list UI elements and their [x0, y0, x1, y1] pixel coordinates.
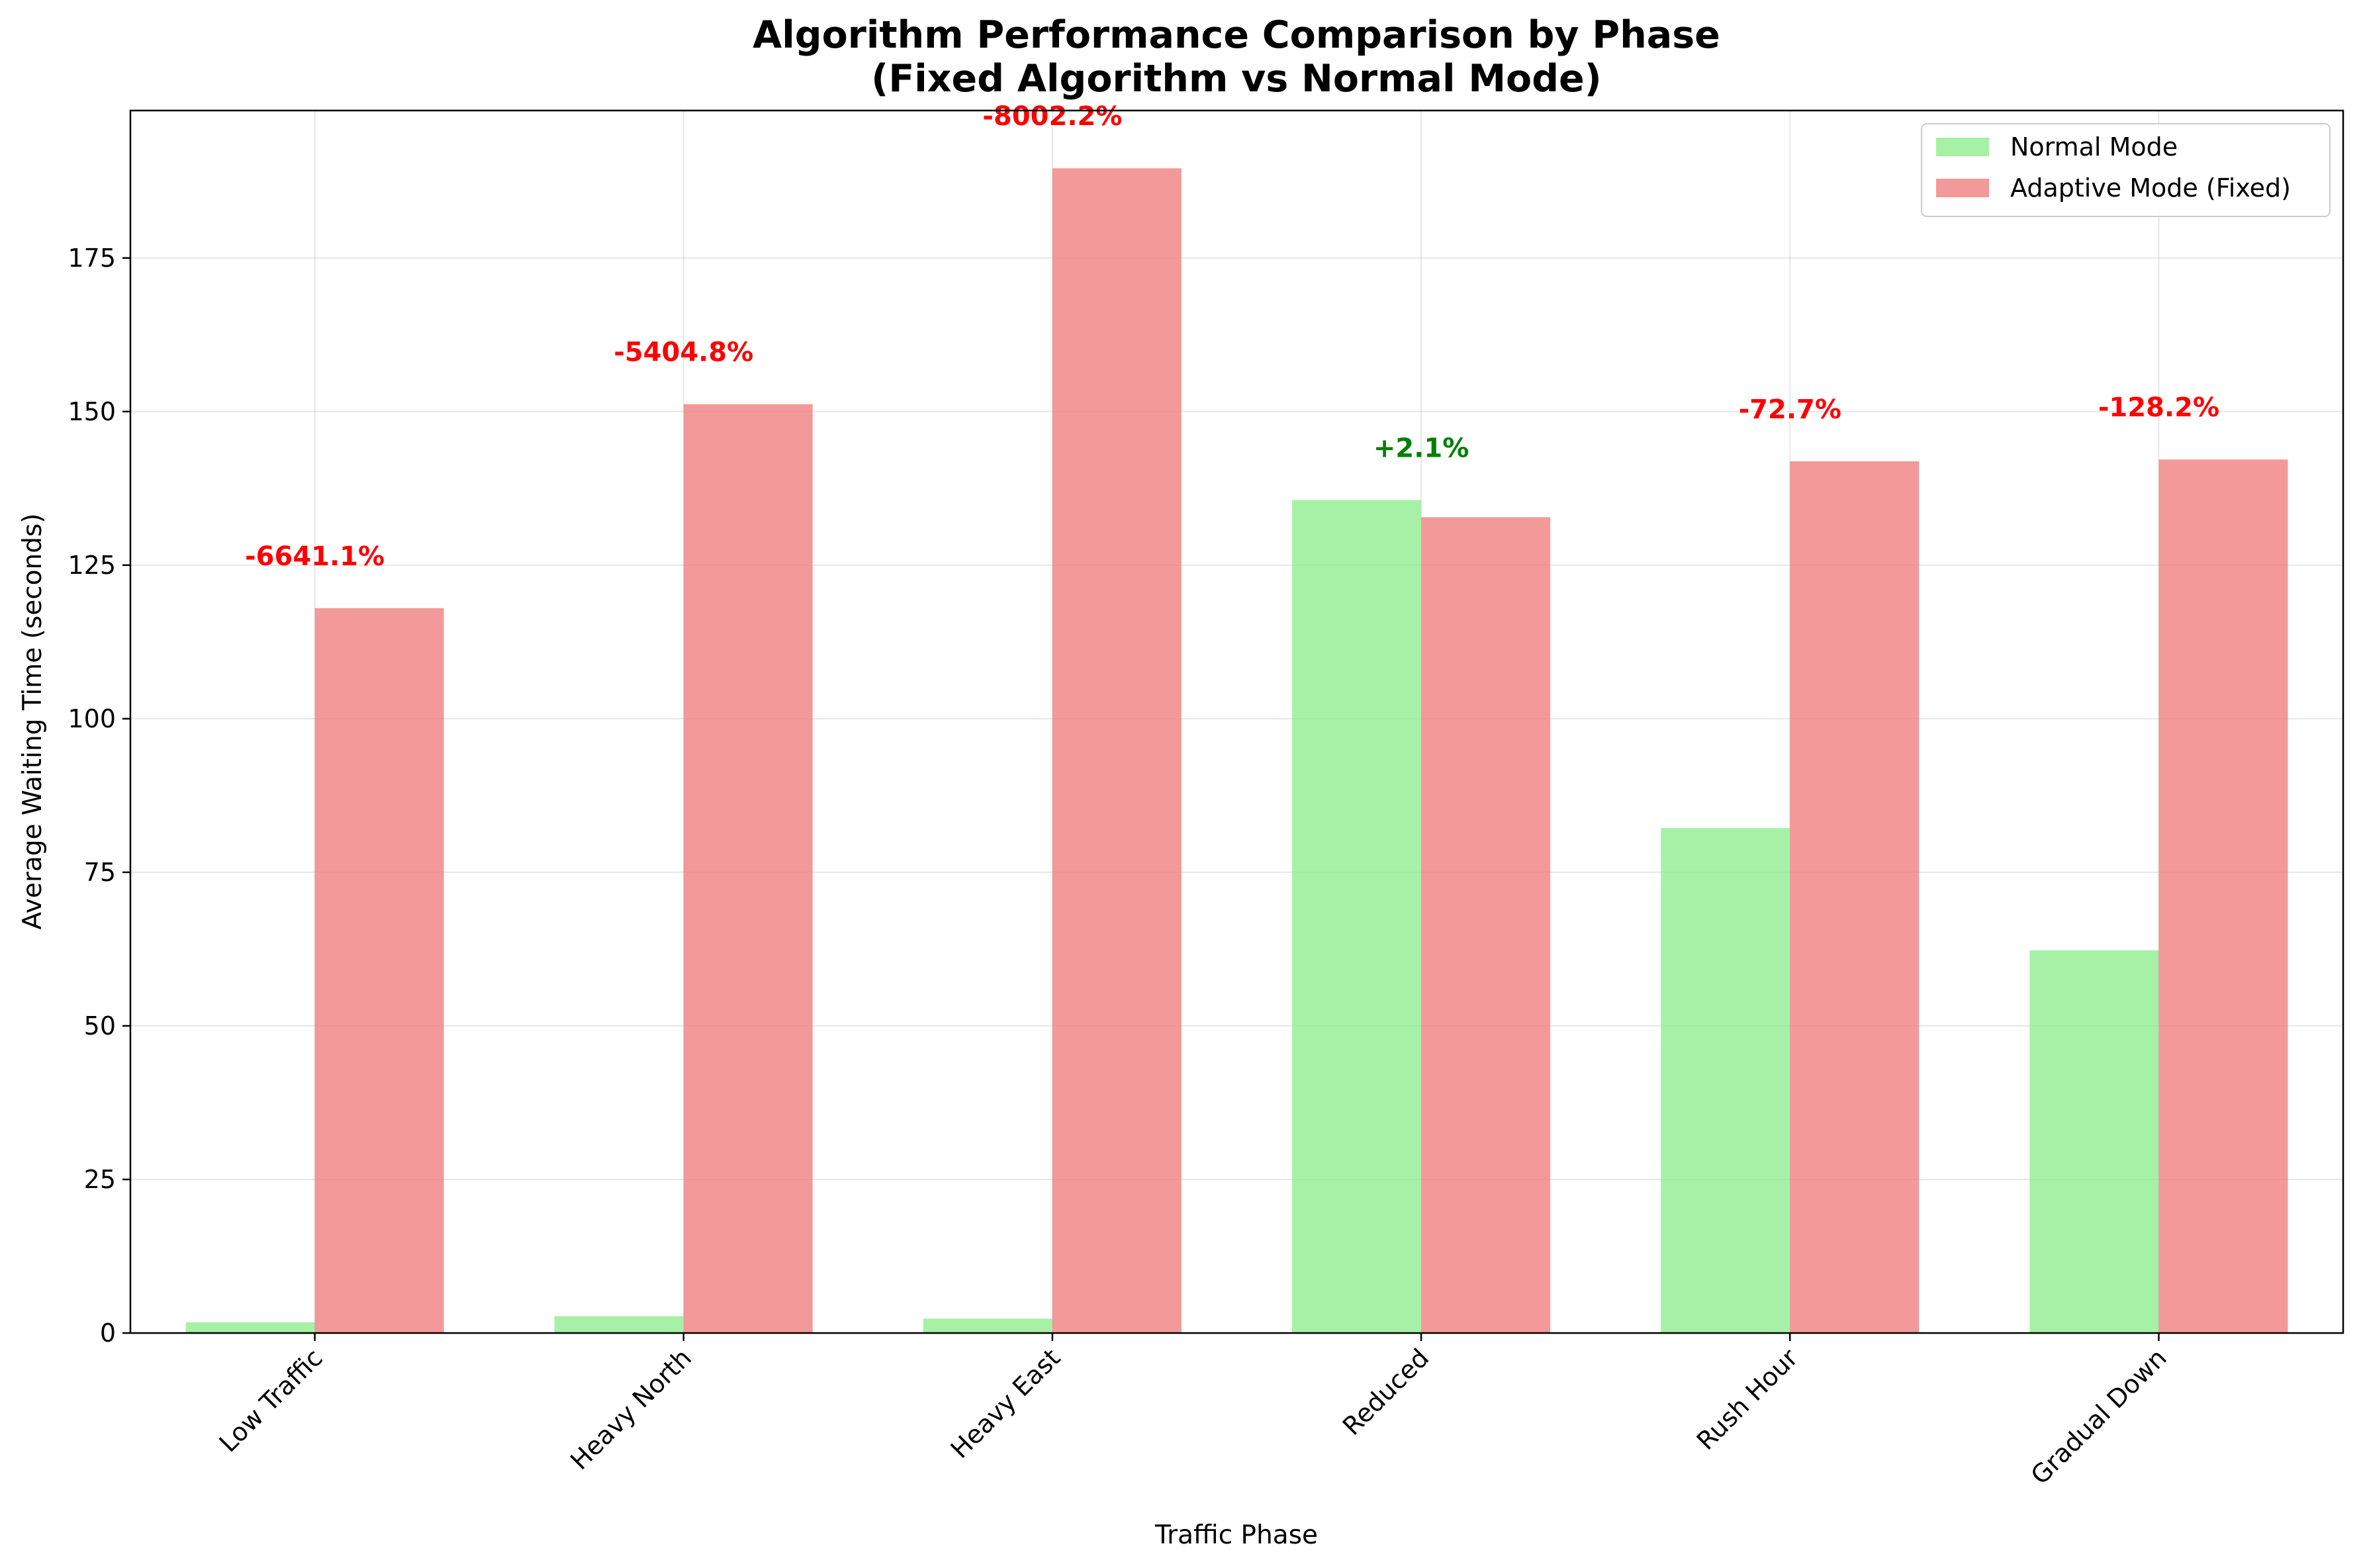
- y-tick-label: 150: [68, 397, 116, 426]
- legend: Normal Mode Adaptive Mode (Fixed): [1921, 123, 2331, 217]
- bar-normal-mode: [554, 1316, 684, 1333]
- bar-adaptive-mode: [1052, 168, 1182, 1333]
- chart-title: Algorithm Performance Comparison by Phas…: [753, 13, 1720, 57]
- x-tick-label: Reduced: [1337, 1343, 1435, 1441]
- grid-lines: [130, 111, 2343, 1334]
- x-tick-label: Gradual Down: [2025, 1343, 2172, 1490]
- y-tick-label: 75: [84, 858, 116, 887]
- legend-frame: [1921, 123, 2331, 217]
- plot-frame: [129, 109, 2344, 1334]
- legend-swatch-adaptive-mode: [1936, 179, 1989, 197]
- bar-normal-mode: [1661, 828, 1790, 1333]
- y-tick-label: 0: [100, 1318, 116, 1348]
- data-labels: -6641.1% -5404.8% -8002.2% +2.1% -72.7% -128.…: [245, 101, 2219, 572]
- bar-adaptive-mode: [314, 608, 444, 1333]
- x-tick-label: Rush Hour: [1691, 1343, 1804, 1455]
- x-tick-label: Low Traffic: [214, 1343, 328, 1457]
- x-tick-label: Heavy North: [565, 1343, 697, 1475]
- y-tick-label: 100: [68, 704, 116, 733]
- bar-adaptive-mode: [1790, 461, 1920, 1334]
- chart-subtitle: (Fixed Algorithm vs Normal Mode): [871, 57, 1601, 101]
- bar-adaptive-mode: [2158, 459, 2288, 1334]
- y-tick-label: 50: [84, 1011, 116, 1040]
- improvement-label: -6641.1%: [245, 541, 385, 572]
- bar-normal-mode: [923, 1318, 1052, 1333]
- bar-normal-mode: [2029, 950, 2159, 1333]
- bar-adaptive-mode: [1421, 517, 1551, 1333]
- improvement-label: +2.1%: [1373, 433, 1469, 463]
- x-axis-label: Traffic Phase: [1154, 1520, 1318, 1550]
- improvement-label: -8002.2%: [982, 101, 1122, 132]
- legend-label-adaptive-mode: Adaptive Mode (Fixed): [2010, 173, 2291, 203]
- y-axis-ticks: 0 25 50 75 100 125 150 175: [68, 244, 130, 1348]
- legend-label-normal-mode: Normal Mode: [2010, 132, 2178, 161]
- y-axis-label: Average Waiting Time (seconds): [18, 513, 48, 929]
- y-tick-label: 125: [68, 551, 116, 580]
- bars: [185, 168, 2288, 1334]
- y-tick-label: 25: [84, 1165, 116, 1194]
- x-tick-label: Heavy East: [945, 1343, 1066, 1464]
- bar-adaptive-mode: [683, 404, 813, 1333]
- legend-swatch-normal-mode: [1936, 138, 1989, 156]
- x-axis-ticks: Low Traffic Heavy North Heavy East Reduced R…: [214, 1333, 2172, 1490]
- y-tick-label: 175: [68, 244, 116, 273]
- bar-normal-mode: [1292, 500, 1422, 1334]
- improvement-label: -5404.8%: [614, 338, 753, 368]
- improvement-label: -128.2%: [2098, 392, 2219, 423]
- improvement-label: -72.7%: [1739, 394, 1841, 425]
- bar-normal-mode: [185, 1322, 315, 1333]
